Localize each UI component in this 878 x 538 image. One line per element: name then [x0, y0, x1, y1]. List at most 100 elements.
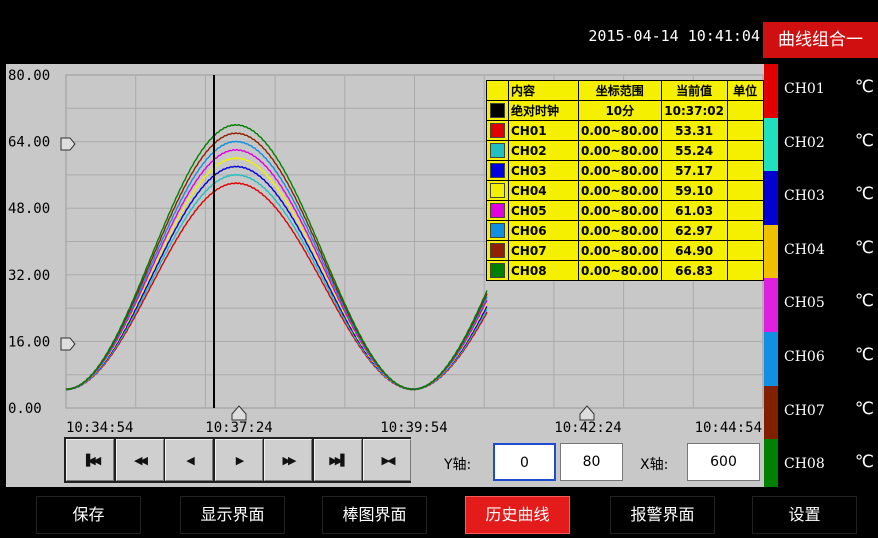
y-marker-lower[interactable] [60, 337, 76, 351]
channel-name: CH07 [784, 402, 825, 419]
x-marker-cursor[interactable] [231, 405, 247, 421]
legend-name: CH02 [508, 140, 579, 161]
legend-row: CH04 0.00~80.00 59.10 [486, 180, 764, 201]
y-tick-label: 64.00 [8, 135, 50, 151]
first-frame-button[interactable]: ▐◀◀ [66, 439, 114, 481]
channel-unit: ℃ [854, 345, 874, 365]
curve-ch08 [65, 123, 488, 391]
sidebar-channel-ch04[interactable]: CH04 ℃ [764, 224, 878, 279]
step-back-button[interactable]: ◀ [165, 439, 213, 481]
legend-name: CH04 [508, 180, 579, 201]
legend-range: 0.00~80.00 [578, 120, 662, 141]
y-axis-label: Y轴: [444, 457, 472, 473]
x-tick-label: 10:34:54 [66, 420, 133, 436]
sidebar-channel-ch01[interactable]: CH01 ℃ [764, 64, 878, 118]
legend-header-unit: 单位 [726, 80, 764, 101]
legend-name: CH06 [508, 220, 579, 241]
legend-value: 62.97 [660, 220, 728, 241]
fast-back-icon: ◀◀ [134, 454, 148, 467]
legend-name: CH05 [508, 200, 579, 221]
legend-range: 0.00~80.00 [578, 140, 662, 161]
legend-name: CH07 [508, 240, 579, 261]
sidebar-channel-ch03[interactable]: CH03 ℃ [764, 171, 878, 226]
sidebar-channel-ch07[interactable]: CH07 ℃ [764, 385, 878, 440]
channel-unit: ℃ [854, 398, 874, 419]
y-marker-upper[interactable] [60, 137, 76, 151]
curve-series [65, 123, 488, 391]
channel-name: CH06 [784, 349, 825, 365]
channel-unit: ℃ [854, 77, 874, 97]
legend-range: 0.00~80.00 [578, 160, 662, 181]
channel-name: CH01 [784, 81, 825, 97]
sidebar-channel-ch02[interactable]: CH02 ℃ [764, 117, 878, 172]
nav-settings-button[interactable]: 设置 [752, 496, 857, 534]
play-icon: ▶ [235, 454, 245, 467]
x-tick-label: 10:37:24 [205, 420, 272, 436]
fast-back-button[interactable]: ◀◀ [115, 439, 164, 481]
legend-value: 55.24 [660, 140, 728, 161]
channel-unit: ℃ [854, 130, 874, 151]
legend-header-name: 内容 [508, 80, 579, 101]
legend-value: 59.10 [660, 180, 728, 201]
nav-alarm-button[interactable]: 报警界面 [610, 496, 715, 534]
step-back-icon: ◀ [186, 454, 195, 467]
nav-save-button[interactable]: 保存 [36, 496, 141, 534]
legend-row: CH08 0.00~80.00 66.83 [486, 260, 764, 281]
y-tick-label: 16.00 [8, 334, 50, 350]
legend-name: 绝对时钟 [508, 100, 579, 121]
x-tick-label: 10:42:24 [554, 420, 621, 436]
channel-unit: ℃ [854, 452, 874, 473]
x-marker-right[interactable] [579, 405, 595, 421]
legend-name: CH08 [508, 260, 579, 281]
channel-color-bar [764, 385, 778, 440]
legend-range: 10分 [578, 100, 662, 121]
channel-color-bar [764, 64, 778, 118]
legend-swatch [486, 100, 509, 121]
legend-range: 0.00~80.00 [578, 260, 662, 281]
channel-name: CH03 [784, 188, 825, 205]
nav-bar-chart-button[interactable]: 棒图界面 [322, 496, 427, 534]
y-max-input[interactable]: 80 [560, 443, 623, 481]
nav-history-curve-button[interactable]: 历史曲线 [465, 496, 570, 534]
x-axis-ticks: 10:34:54 10:37:24 10:39:54 10:42:24 10:44:54 [66, 420, 762, 436]
fit-button[interactable]: ▶◀ [363, 439, 411, 481]
x-range-input[interactable]: 600 [687, 443, 760, 481]
y-tick-label: 48.00 [8, 201, 50, 217]
legend-name: CH01 [508, 120, 579, 141]
legend-range: 0.00~80.00 [578, 200, 662, 221]
last-frame-button[interactable]: ▶▶▌ [313, 439, 362, 481]
channel-name: CH04 [784, 241, 825, 258]
legend-header-row: 内容 坐标范围 当前值 单位 [486, 80, 764, 101]
legend-swatch [486, 180, 509, 201]
y-min-input[interactable]: 0 [493, 443, 556, 481]
legend-swatch [486, 140, 509, 161]
legend-value: 53.31 [660, 120, 728, 141]
channel-name: CH02 [784, 134, 825, 151]
header-bar [0, 0, 878, 62]
legend-swatch [486, 160, 509, 181]
last-frame-icon: ▶▶▌ [329, 454, 348, 467]
legend-row: CH03 0.00~80.00 57.17 [486, 160, 764, 181]
legend-unit [726, 100, 764, 121]
fast-forward-button[interactable]: ▶▶ [264, 439, 312, 481]
y-tick-label: 32.00 [8, 268, 50, 284]
legend-swatch [486, 200, 509, 221]
channel-name: CH08 [784, 456, 825, 473]
play-button[interactable]: ▶ [214, 439, 263, 481]
channel-color-bar [764, 278, 778, 333]
legend-unit [726, 160, 764, 181]
legend-unit [726, 260, 764, 281]
legend-swatch [486, 260, 509, 281]
fit-icon: ▶◀ [381, 454, 396, 467]
x-tick-label: 10:44:54 [695, 420, 762, 436]
channel-unit: ℃ [854, 291, 874, 312]
legend-swatch [486, 220, 509, 241]
sidebar-channel-ch06[interactable]: CH06 ℃ [764, 332, 878, 386]
sidebar-channel-ch08[interactable]: CH08 ℃ [764, 439, 878, 494]
curve-group-button[interactable]: 曲线组合一 [763, 22, 878, 58]
channel-unit: ℃ [854, 237, 874, 258]
sidebar-channel-ch05[interactable]: CH05 ℃ [764, 278, 878, 333]
y-tick-label: 80.00 [8, 68, 50, 84]
legend-row: CH05 0.00~80.00 61.03 [486, 200, 764, 221]
nav-display-button[interactable]: 显示界面 [180, 496, 285, 534]
